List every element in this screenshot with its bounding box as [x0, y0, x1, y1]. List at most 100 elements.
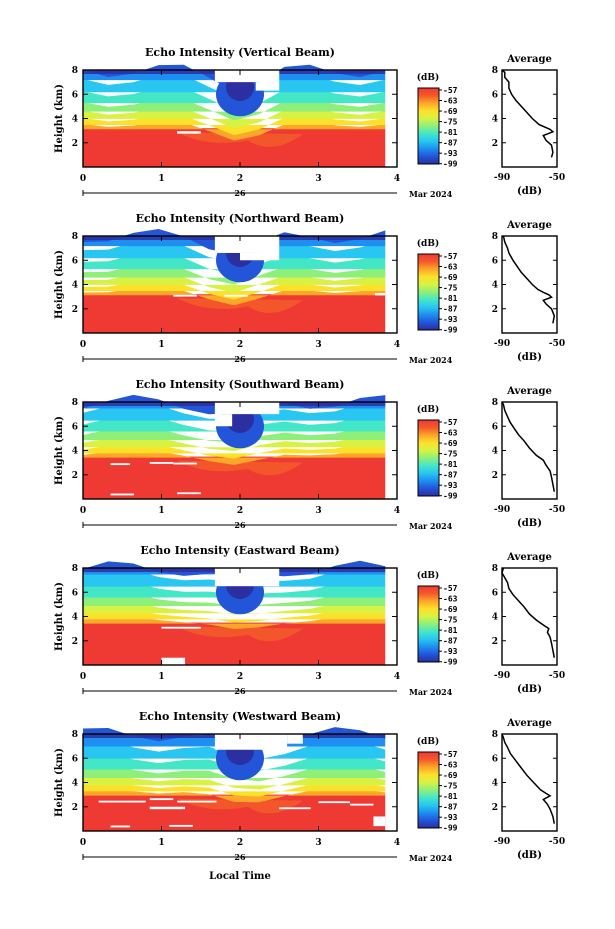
colorbar-tick-label: -93	[443, 315, 458, 324]
colorbar-tick-label: -87	[443, 305, 458, 314]
y-axis-label: Height (km)	[54, 250, 65, 319]
colorbar-tick-label: -87	[443, 803, 458, 812]
missing-data-block	[214, 734, 288, 750]
colorbar-tick-label: -81	[443, 128, 458, 137]
colorbar-tick-label: -87	[443, 637, 458, 646]
average-y-tick-label: 2	[492, 803, 498, 813]
y-axis-label: Height (km)	[54, 748, 65, 817]
x-tick-label: 0	[80, 506, 86, 516]
panel-title: Echo Intensity (Eastward Beam)	[140, 544, 339, 557]
x-tick-label: 4	[394, 672, 400, 682]
average-title: Average	[506, 220, 552, 231]
colorbar-tick-label: -63	[443, 97, 458, 106]
average-profile-line	[501, 69, 555, 158]
x-tick-label: 0	[80, 672, 86, 682]
date-day: 26	[234, 354, 246, 364]
average-x-tick-label: -50	[549, 505, 565, 515]
average-xlabel: (dB)	[517, 850, 542, 861]
missing-data-block	[375, 292, 386, 296]
x-tick-label: 4	[394, 838, 400, 848]
y-tick-label: 4	[72, 613, 78, 623]
colorbar-tick-label: -57	[443, 86, 458, 95]
y-tick-label: 8	[72, 564, 78, 574]
y-tick-label: 8	[72, 730, 78, 740]
x-tick-label: 3	[315, 174, 321, 184]
colorbar-tick-label: -87	[443, 471, 458, 480]
colorbar-tick-label: -75	[443, 782, 458, 791]
heatmap-feature	[177, 626, 303, 642]
x-tick-label: 3	[315, 672, 321, 682]
average-x-tick-label: -90	[494, 671, 510, 681]
missing-data-block	[279, 807, 311, 810]
average-y-tick-label: 6	[492, 754, 498, 764]
x-tick-label: 3	[315, 838, 321, 848]
y-axis-label: Height (km)	[54, 84, 65, 153]
missing-data-block	[177, 492, 201, 495]
missing-data-block	[149, 798, 174, 801]
date-day: 26	[234, 520, 246, 530]
heatmap-feature	[177, 132, 303, 147]
colorbar-tick-label: -99	[443, 160, 458, 169]
missing-data-block	[287, 734, 303, 744]
average-title: Average	[506, 552, 552, 563]
y-tick-label: 8	[72, 398, 78, 408]
y-tick-label: 2	[72, 139, 78, 149]
colorbar-tick-label: -81	[443, 626, 458, 635]
colorbar-tick-label: -75	[443, 616, 458, 625]
x-tick-label: 2	[237, 838, 243, 848]
x-tick-label: 2	[237, 672, 243, 682]
colorbar-tick-label: -93	[443, 481, 458, 490]
colorbar-tick-label: -69	[443, 273, 458, 282]
average-frame	[501, 733, 558, 832]
average-x-tick-label: -90	[494, 173, 510, 183]
average-y-tick-label: 6	[492, 90, 498, 100]
missing-data-block	[177, 800, 217, 803]
colorbar	[417, 751, 440, 829]
average-y-tick-label: 4	[492, 115, 498, 125]
heatmap-band	[83, 739, 386, 759]
average-x-tick-label: -50	[549, 339, 565, 349]
average-x-tick-label: -50	[549, 837, 565, 847]
colorbar	[417, 419, 440, 497]
date-label: Mar 2024	[409, 521, 453, 531]
missing-data-block	[240, 252, 280, 261]
x-tick-label: 1	[158, 672, 164, 682]
average-frame	[501, 567, 558, 666]
colorbar-tick-label: -63	[443, 263, 458, 272]
heatmap-band	[83, 560, 386, 577]
y-tick-label: 8	[72, 232, 78, 242]
colorbar-tick-label: -69	[443, 771, 458, 780]
average-x-tick-label: -90	[494, 837, 510, 847]
y-axis-label: Height (km)	[54, 416, 65, 485]
missing-data-block	[349, 803, 374, 806]
missing-data-block	[161, 626, 201, 629]
missing-data-block	[110, 825, 131, 828]
missing-data-block	[214, 414, 233, 427]
average-y-tick-label: 4	[492, 779, 498, 789]
heatmap	[83, 394, 386, 499]
colorbar-tick-label: -75	[443, 118, 458, 127]
x-tick-label: 0	[80, 340, 86, 350]
missing-data-block	[169, 824, 193, 827]
average-y-tick-label: 8	[492, 232, 498, 242]
colorbar	[417, 253, 440, 331]
missing-data-block	[161, 657, 186, 665]
y-tick-label: 4	[72, 779, 78, 789]
y-tick-label: 4	[72, 115, 78, 125]
colorbar-unit: (dB)	[417, 570, 439, 581]
local-time-xlabel: Local Time	[209, 871, 271, 882]
missing-data-block	[110, 463, 131, 466]
heatmap-band	[83, 567, 386, 587]
x-tick-label: 0	[80, 838, 86, 848]
average-y-tick-label: 2	[492, 471, 498, 481]
heatmap-band	[83, 591, 386, 606]
y-tick-label: 2	[72, 471, 78, 481]
panel-3: Echo Intensity (Eastward Beam)0 1 2 3 42468H…	[54, 544, 565, 697]
colorbar-tick-label: -69	[443, 605, 458, 614]
colorbar-tick-label: -75	[443, 284, 458, 293]
average-y-tick-label: 8	[492, 730, 498, 740]
missing-data-block	[214, 70, 280, 83]
y-tick-label: 2	[72, 305, 78, 315]
colorbar-tick-label: -99	[443, 658, 458, 667]
date-label: Mar 2024	[409, 189, 453, 199]
